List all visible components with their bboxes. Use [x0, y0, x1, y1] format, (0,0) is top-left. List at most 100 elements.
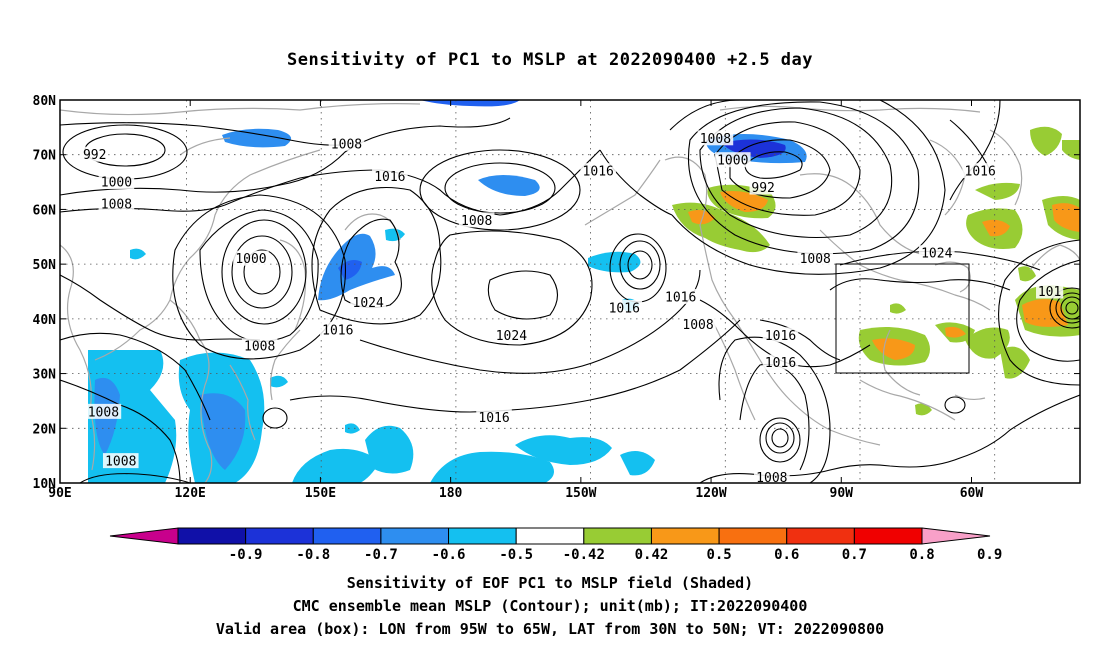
lat-label: 40N — [33, 313, 57, 328]
contour-label: 1024 — [921, 247, 952, 262]
lon-label: 180 — [439, 486, 463, 501]
lat-label: 20N — [33, 422, 57, 437]
contour-label-bg — [749, 179, 777, 195]
contour-label: 992 — [83, 148, 106, 163]
colorbar-label: 0.6 — [774, 547, 799, 563]
lat-label: 50N — [33, 258, 57, 273]
axis-ticks — [59, 99, 1080, 484]
contour-label-bg — [493, 327, 530, 343]
contour-label-bg — [81, 146, 109, 162]
longitude-labels: 90E 120E 150E 180 150W 120W 90W 60W — [48, 486, 983, 501]
contour-label-bg — [241, 338, 278, 354]
latitude-labels: 80N 70N 60N 50N 40N 30N 20N 10N — [33, 94, 57, 492]
contour-label-bg — [762, 354, 799, 370]
contour-label: 1008 — [461, 214, 492, 229]
colorbar-label: -0.5 — [499, 547, 533, 563]
colorbar-label: -0.42 — [563, 547, 605, 563]
colorbar-swatch — [380, 527, 450, 545]
contour-label-bg — [606, 299, 643, 315]
colorbar-label: -0.7 — [364, 547, 398, 563]
contour-label: 1024 — [353, 296, 384, 311]
lat-label: 10N — [33, 477, 57, 492]
lon-label: 120E — [175, 486, 206, 501]
contour-label: 1024 — [496, 329, 527, 344]
caption-valid-area: Valid area (box): LON from 95W to 65W, L… — [215, 620, 885, 638]
colorbar-swatch — [786, 527, 855, 545]
contour-label-bg — [328, 135, 365, 151]
colorbar-swatch — [245, 527, 314, 545]
coastlines — [60, 103, 1080, 483]
contour-label: 1016 — [374, 170, 405, 185]
lon-label: 90E — [48, 486, 71, 501]
contour-label: 1016 — [478, 411, 509, 426]
contour-label: 1008 — [88, 405, 119, 420]
contour-label: 1008 — [756, 471, 787, 486]
contour-label-bg — [762, 327, 799, 343]
lat-label: 80N — [33, 94, 57, 109]
colorbar-label: -0.8 — [296, 547, 330, 563]
contour-label-bg — [476, 409, 512, 425]
contour-label-bg — [580, 163, 617, 179]
contour-label-bg — [233, 250, 269, 266]
plot-frame — [59, 99, 1081, 484]
colorbar-label: -0.9 — [229, 547, 263, 563]
contour-label-bg — [662, 288, 699, 304]
contour-label-bg — [350, 294, 386, 310]
contour-label-bg — [714, 152, 751, 168]
lon-label: 150E — [305, 486, 336, 501]
colorbar-label: 0.42 — [635, 547, 669, 563]
colorbar-label: 0.5 — [706, 547, 731, 563]
contour-label: 1008 — [101, 197, 132, 212]
contour-label: 1016 — [765, 356, 796, 371]
contour-label: 1008 — [800, 252, 831, 267]
contour-label: 1000 — [101, 176, 132, 191]
contour-label-bg — [754, 469, 790, 485]
colorbar-swatch — [718, 527, 788, 545]
contour-label-bg — [98, 195, 135, 211]
contour-label: 1008 — [244, 340, 275, 355]
valid-area-box — [835, 263, 970, 374]
contour-label: 1000 — [235, 252, 266, 267]
contour-label: 1008 — [105, 455, 136, 470]
colorbar-low-extend — [109, 527, 179, 545]
contour-labels: 9921000100810081016100010241016100810081… — [81, 130, 1064, 486]
caption-shaded: Sensitivity of EOF PC1 to MSLP field (Sh… — [346, 574, 754, 592]
colorbar-labels: -0.9 -0.8 -0.7 -0.6 -0.5 -0.42 0.42 0.5 0.6 0.7 0.… — [229, 547, 1003, 563]
colorbar-label: -0.6 — [432, 547, 466, 563]
colorbar-label: 0.9 — [977, 547, 1002, 563]
contour-label: 1000 — [717, 154, 748, 169]
contour-label: 992 — [751, 181, 774, 196]
contour-label-bg — [98, 174, 135, 190]
lon-label: 60W — [960, 486, 984, 501]
colorbar-swatch — [853, 527, 923, 545]
colorbar-swatch — [177, 527, 247, 545]
lat-label: 70N — [33, 149, 57, 164]
contour-label-bg — [319, 321, 356, 337]
lat-label: 60N — [33, 203, 57, 218]
contour-label-bg — [680, 316, 716, 332]
contour-label: 101 — [1038, 285, 1061, 300]
contour-label-bg — [962, 163, 998, 179]
lon-label: 120W — [695, 486, 726, 501]
contour-label: 1016 — [765, 329, 796, 344]
contour-label: 1016 — [322, 323, 353, 338]
colorbar-swatch — [650, 527, 720, 545]
contour-label-bg — [797, 250, 834, 266]
contour-label-bg — [372, 168, 408, 184]
contour-label: 1008 — [331, 137, 362, 152]
contour-label: 1008 — [700, 132, 731, 147]
contour-label-bg — [918, 245, 955, 261]
colorbar — [109, 527, 991, 545]
contour-label: 1016 — [665, 290, 696, 305]
contour-label: 1008 — [682, 318, 713, 333]
contour-label: 1016 — [609, 301, 640, 316]
contour-label: 1016 — [965, 165, 996, 180]
lon-label: 150W — [565, 486, 596, 501]
colorbar-label: 0.7 — [842, 547, 867, 563]
colorbar-swatch — [583, 527, 652, 545]
colorbar-label: 0.8 — [909, 547, 934, 563]
colorbar-swatch — [312, 527, 382, 545]
contour-label: 1016 — [583, 165, 614, 180]
contour-label-bg — [1036, 283, 1064, 299]
